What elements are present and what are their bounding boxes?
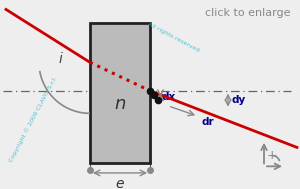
Text: dy: dy <box>231 95 245 105</box>
Text: Copyright © 2009 CLAVIS S.r.l.: Copyright © 2009 CLAVIS S.r.l. <box>8 75 58 163</box>
Text: All rights reserved: All rights reserved <box>147 22 201 53</box>
Text: n: n <box>114 95 126 113</box>
Bar <box>90 23 150 163</box>
Text: i: i <box>58 52 62 66</box>
Text: dx: dx <box>162 92 176 102</box>
Text: click to enlarge: click to enlarge <box>205 8 290 18</box>
Text: e: e <box>116 177 124 189</box>
Text: dr: dr <box>201 117 214 127</box>
Text: +: + <box>267 149 278 162</box>
